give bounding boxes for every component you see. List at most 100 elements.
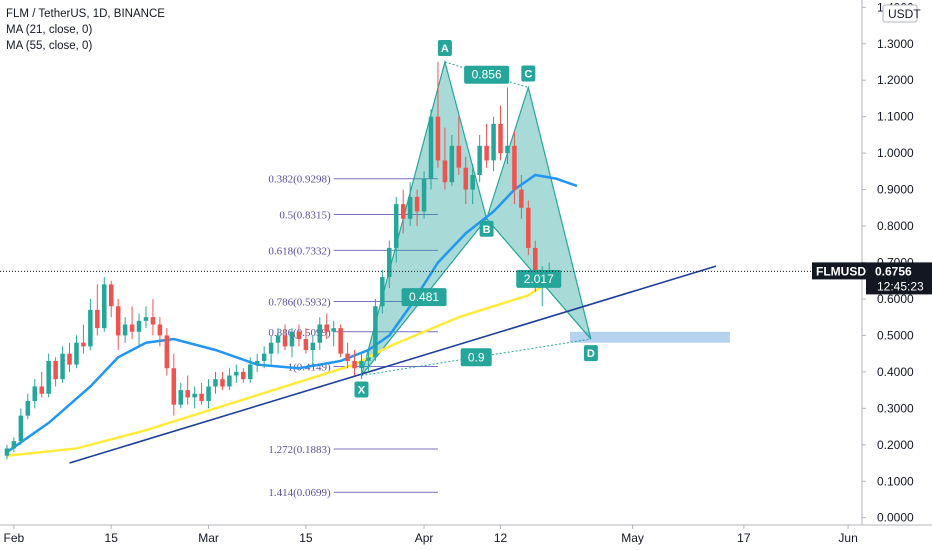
candle-body [380, 277, 385, 307]
candle-body [463, 167, 469, 190]
candle-body [366, 357, 371, 361]
candle-body [526, 207, 531, 248]
candlesticks [4, 61, 552, 460]
candle-body [46, 360, 51, 394]
candle-body [275, 335, 281, 343]
candle-body [171, 368, 177, 405]
y-tick-label: 0.9000 [877, 183, 914, 197]
candle-body [220, 379, 225, 387]
candle-body [206, 386, 211, 402]
candle-body [449, 145, 455, 183]
candle-body [18, 415, 24, 442]
candle-body [247, 364, 253, 380]
harmonic-labels: X A B C D 0.856 0.481 2.017 0.9 [354, 39, 598, 398]
fib-label: 1.272(0.1883) [268, 444, 331, 456]
candle-body [32, 386, 38, 402]
candle-body [143, 317, 149, 321]
currency-selector[interactable]: USDT [882, 4, 921, 23]
harmonic-bd-ratio-line [486, 218, 592, 340]
ratio-label: 0.856 [472, 68, 502, 82]
harmonic-point-badge [583, 345, 598, 362]
harmonic-point-b: B [483, 224, 491, 236]
candle-body [234, 371, 239, 376]
harmonic-point-badge [521, 65, 536, 82]
candle-body [254, 360, 260, 365]
candle-body [477, 145, 482, 175]
candle-body [484, 145, 489, 161]
candle-body [102, 284, 107, 329]
x-tick-label: Mar [198, 531, 219, 545]
candle-body [470, 175, 475, 190]
candle-body [387, 247, 392, 278]
harmonic-ac-ratio-line [444, 61, 529, 88]
y-tick-label: 1.3000 [877, 37, 914, 51]
y-tick-label: 1.1000 [877, 110, 914, 124]
candle-body [296, 331, 302, 340]
trend-line [69, 265, 717, 464]
candle-body [428, 116, 434, 179]
candle-body [331, 328, 336, 332]
legend-ma21: MA (21, close, 0) [6, 24, 93, 36]
harmonic-point-d: D [587, 348, 595, 360]
y-tick-label: 0.3000 [877, 401, 914, 415]
harmonic-point-c: C [524, 69, 532, 81]
currency-box[interactable] [882, 4, 918, 23]
fib-label: 1.414(0.0699) [268, 487, 331, 499]
candle-body [338, 328, 343, 354]
x-tick-label: 15 [105, 531, 119, 545]
x-tick-label: 15 [299, 531, 313, 545]
price-badge-symbol: FLMUSDT [816, 264, 874, 278]
candle-body [519, 189, 524, 208]
candle-body [282, 335, 288, 347]
harmonic-point-a: A [441, 43, 449, 55]
harmonic-xab [360, 59, 488, 376]
candle-body [108, 284, 114, 307]
candle-body [39, 386, 44, 394]
target-zone [570, 331, 730, 343]
candle-body [303, 339, 309, 350]
y-tick-label: 0.4000 [877, 365, 914, 379]
fib-label: 0.5(0.8315) [279, 210, 331, 222]
ratio-badge [464, 65, 510, 84]
chart-legend: FLM / TetherUS, 1D, BINANCE MA (21, clos… [6, 6, 165, 54]
x-tick-label: Feb [4, 531, 25, 545]
harmonic-point-badge [437, 39, 452, 56]
ratio-label: 2.017 [524, 272, 554, 286]
candle-body [227, 375, 232, 387]
candle-body [95, 309, 100, 329]
legend-title: FLM / TetherUS, 1D, BINANCE [6, 8, 165, 20]
candle-body [60, 353, 65, 380]
candle-body [25, 401, 31, 416]
candle-body [241, 371, 246, 380]
candle-body [345, 353, 350, 361]
x-tick-label: 17 [737, 531, 751, 545]
candle-body [88, 309, 93, 347]
candle-body [414, 196, 420, 212]
candle-body [359, 360, 364, 369]
y-tick-label: 0.0000 [877, 511, 914, 525]
currency-label[interactable]: USDT [888, 7, 921, 21]
candle-body [199, 393, 204, 402]
candle-body [512, 145, 517, 190]
candle-body [74, 342, 79, 365]
harmonic-point-badge [354, 381, 369, 398]
candle-body [185, 390, 190, 398]
fib-label: 0.618(0.7332) [268, 245, 331, 257]
x-tick-label: Apr [415, 531, 434, 545]
candle-body [53, 360, 58, 380]
y-tick-label: 0.2000 [877, 438, 914, 452]
price-badge-symbol-bg [812, 262, 866, 280]
x-tick-label: 12 [494, 531, 508, 545]
price-badge-price: 0.6756 [875, 264, 912, 278]
candle-body [505, 145, 510, 154]
candle-body [192, 393, 197, 398]
candle-body [213, 379, 218, 387]
ratio-label: 0.9 [468, 350, 485, 364]
candle-body [261, 353, 267, 361]
ma55-line [6, 276, 557, 457]
fib-label: 0.382(0.9298) [268, 174, 331, 186]
candle-body [373, 306, 378, 358]
candle-body [352, 360, 357, 369]
candle-body [136, 320, 142, 332]
